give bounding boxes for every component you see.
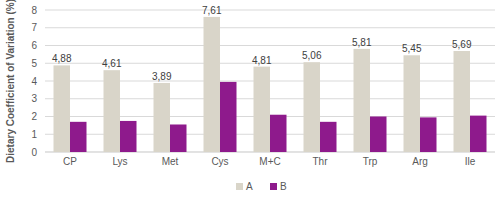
y-tick-label: 7 — [31, 22, 37, 33]
bar — [120, 121, 137, 152]
bar — [370, 117, 387, 153]
bar — [70, 122, 87, 152]
data-label: 5,06 — [302, 50, 322, 61]
data-label: 4,88 — [52, 53, 72, 64]
x-tick-label: Cys — [211, 156, 228, 167]
y-tick-label: 6 — [31, 40, 37, 51]
x-tick-label: Met — [162, 156, 179, 167]
y-tick-label: 2 — [31, 111, 37, 122]
data-label: 4,61 — [102, 58, 122, 69]
bar — [420, 117, 437, 152]
x-tick-label: Arg — [412, 156, 428, 167]
bar — [454, 51, 471, 152]
bar — [320, 122, 337, 152]
bar — [104, 70, 121, 152]
x-tick-label: Trp — [363, 156, 378, 167]
data-label: 5,81 — [352, 37, 372, 48]
bar — [254, 67, 271, 152]
x-tick-label: Lys — [112, 156, 127, 167]
bar — [154, 83, 171, 152]
legend-swatch — [236, 183, 243, 190]
data-label: 7,61 — [202, 5, 222, 16]
bar — [304, 62, 321, 152]
x-tick-label: M+C — [259, 156, 280, 167]
data-labels: 4,88 4,61 3,89 7,61 4,81 5,06 5,81 5,45 5,69 — [52, 5, 472, 82]
bar — [220, 82, 237, 152]
bar — [170, 124, 187, 152]
bar — [354, 49, 371, 152]
data-label: 4,81 — [252, 55, 272, 66]
legend: AB — [236, 181, 287, 192]
bar — [54, 65, 71, 152]
y-axis-label: Dietary Coefficient of Variation (%) — [5, 0, 16, 163]
bars — [54, 17, 487, 152]
bar — [470, 116, 487, 152]
y-tick-label: 3 — [31, 93, 37, 104]
x-tick-label: Thr — [313, 156, 329, 167]
y-tick-label: 1 — [31, 129, 37, 140]
bar — [404, 55, 421, 152]
legend-swatch — [270, 183, 277, 190]
chart-svg: 0 1 2 3 4 5 6 7 8 Dietary Coefficient of Variatio… — [0, 0, 500, 207]
grid-line — [45, 45, 495, 46]
x-tick-label: Ile — [465, 156, 476, 167]
chart-container: 0 1 2 3 4 5 6 7 8 Dietary Coefficient of Variatio… — [0, 0, 500, 207]
data-label: 3,89 — [152, 71, 172, 82]
y-tick-label: 5 — [31, 58, 37, 69]
legend-label: B — [280, 181, 287, 192]
data-label: 5,45 — [402, 43, 422, 54]
bar — [204, 17, 221, 152]
grid-line — [45, 10, 495, 11]
data-label: 5,69 — [452, 39, 472, 50]
bar — [270, 115, 287, 152]
legend-label: A — [246, 181, 253, 192]
grid-line — [45, 27, 495, 28]
y-tick-label: 8 — [31, 5, 37, 16]
y-tick-label: 0 — [31, 147, 37, 158]
y-tick-label: 4 — [31, 76, 37, 87]
x-tick-label: CP — [63, 156, 77, 167]
